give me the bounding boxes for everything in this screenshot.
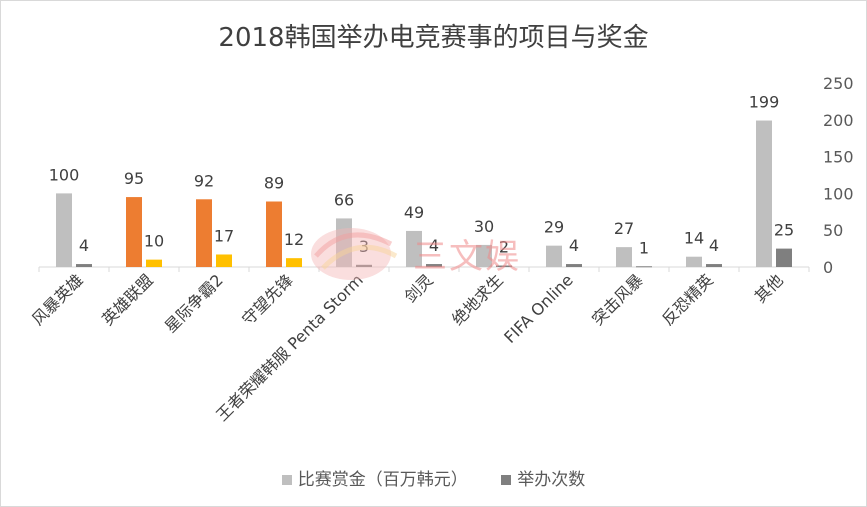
data-label-prize: 89 [264, 173, 284, 192]
data-label-prize: 66 [334, 190, 354, 209]
x-axis-category-label: 风暴英雄 [28, 270, 87, 329]
bar-prize [476, 244, 492, 267]
bar-count [636, 266, 652, 268]
bar-count [706, 264, 722, 267]
data-label-count: 4 [429, 236, 439, 255]
bar-prize [616, 247, 632, 267]
legend-item-prize: 比赛赏金（百万韩元） [281, 465, 468, 490]
y-axis-tick-label: 50 [823, 221, 843, 240]
data-label-prize: 14 [684, 229, 704, 248]
x-axis-category-label: 突击风暴 [588, 270, 647, 329]
data-label-count: 1 [639, 238, 649, 257]
bar-prize [56, 193, 72, 267]
data-label-count: 2 [499, 238, 509, 257]
data-label-count: 17 [214, 226, 234, 245]
y-axis-tick-label: 0 [823, 258, 833, 277]
legend-label-prize: 比赛赏金（百万韩元） [297, 470, 468, 490]
bar-prize [686, 256, 702, 267]
data-label-prize: 95 [124, 169, 144, 188]
x-axis-category-label: 其他 [751, 270, 787, 306]
bar-count [146, 259, 162, 267]
data-label-prize: 30 [474, 217, 494, 236]
data-label-prize: 27 [614, 219, 634, 238]
bar-prize [266, 201, 282, 267]
data-label-count: 4 [569, 236, 579, 255]
bar-prize [126, 197, 142, 267]
legend-label-count: 举办次数 [517, 470, 586, 490]
bar-count [76, 264, 92, 267]
bar-count [566, 264, 582, 267]
data-label-count: 4 [79, 236, 89, 255]
chart-title: 2018韩国举办电竞赛事的项目与奖金 [218, 23, 649, 53]
data-label-prize: 49 [404, 203, 424, 222]
bar-count [356, 264, 372, 267]
watermark-text: 三文娱 [413, 237, 521, 277]
data-label-prize: 92 [194, 171, 214, 190]
data-label-prize: 29 [544, 218, 564, 237]
chart-legend: 比赛赏金（百万韩元） 举办次数 [1, 465, 866, 490]
x-axis-category-label: 英雄联盟 [98, 270, 157, 329]
x-axis-category-label: 守望先锋 [238, 270, 297, 329]
y-axis-tick-label: 100 [823, 184, 854, 203]
x-axis-category-label: 反恐精英 [658, 270, 717, 329]
bar-count [286, 258, 302, 267]
watermark-logo-icon [311, 228, 398, 280]
data-label-count: 12 [284, 230, 304, 249]
data-label-count: 10 [144, 232, 164, 251]
legend-swatch-prize [281, 475, 292, 485]
x-axis-category-label: 王者荣耀韩服 Penta Storm [212, 270, 366, 424]
bar-count [216, 254, 232, 267]
data-label-count: 25 [774, 221, 794, 240]
bar-count [426, 264, 442, 267]
x-axis-category-label: 星际争霸2 [161, 270, 227, 336]
bar-prize [756, 120, 772, 267]
y-axis-tick-label: 200 [823, 111, 854, 130]
y-axis-tick-label: 150 [823, 148, 854, 167]
bar-count [776, 248, 792, 267]
data-label-count: 4 [709, 236, 719, 255]
y-axis-tick-label: 250 [823, 74, 854, 93]
data-label-prize: 100 [49, 165, 80, 184]
bar-prize [406, 230, 422, 267]
bar-prize [196, 199, 212, 267]
bar-prize [546, 245, 562, 267]
bar-count [496, 265, 512, 267]
data-label-prize: 199 [749, 93, 780, 112]
legend-swatch-count [501, 475, 512, 485]
legend-item-count: 举办次数 [501, 465, 585, 490]
